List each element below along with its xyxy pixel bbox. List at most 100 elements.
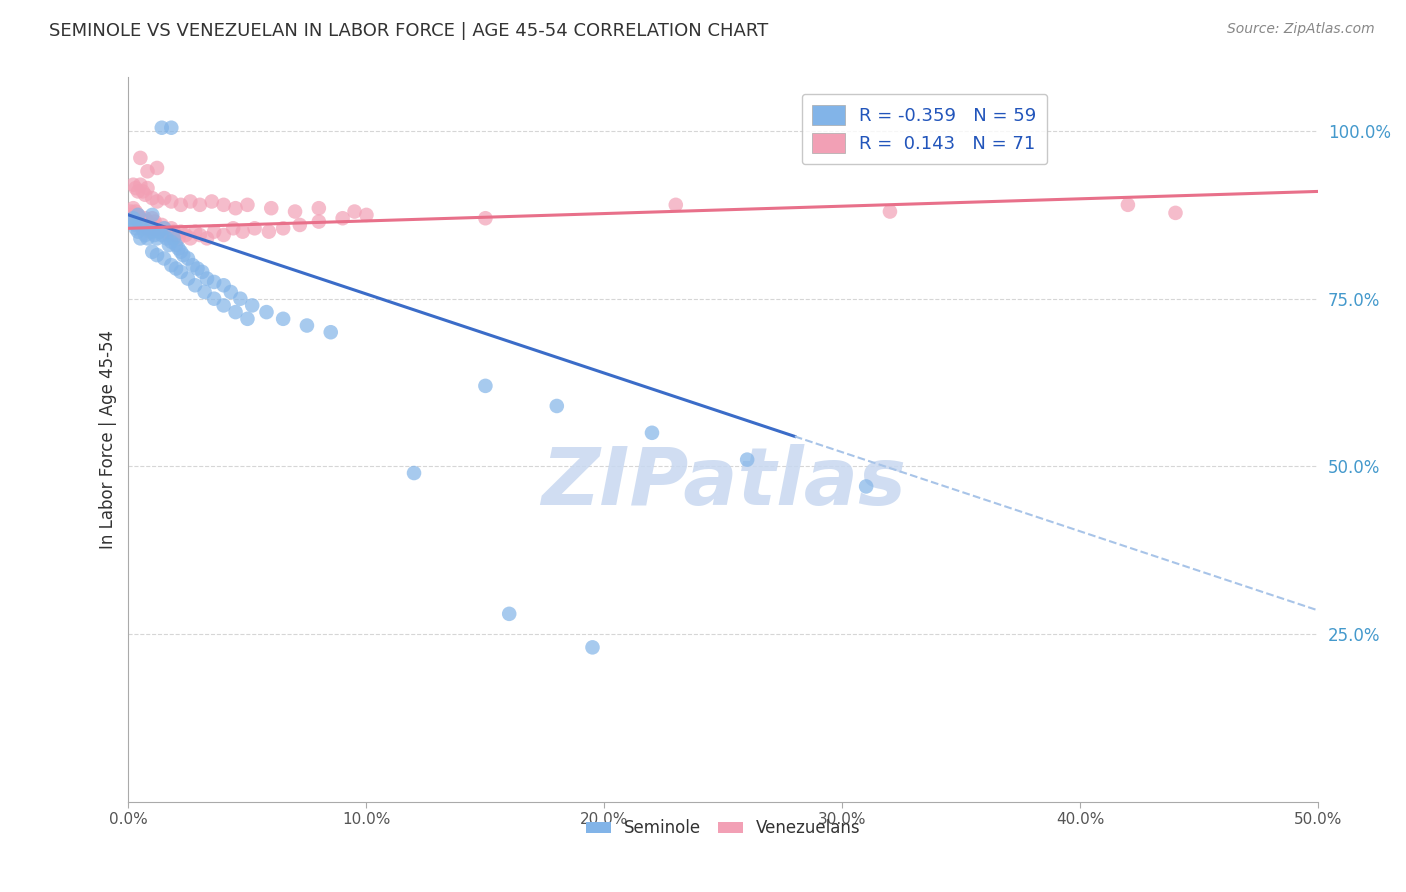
- Point: [146, 161, 169, 175]
- Point: [181, 258, 204, 272]
- Point: [229, 292, 252, 306]
- Point: [163, 225, 186, 239]
- Point: [150, 218, 173, 232]
- Point: [225, 201, 247, 215]
- Point: [260, 201, 283, 215]
- Point: [474, 379, 496, 393]
- Point: [141, 208, 163, 222]
- Point: [236, 198, 259, 212]
- Point: [172, 248, 194, 262]
- Point: [146, 248, 169, 262]
- Point: [165, 238, 187, 252]
- Point: [153, 221, 176, 235]
- Point: [127, 214, 149, 228]
- Point: [167, 241, 190, 255]
- Point: [146, 221, 169, 235]
- Point: [308, 201, 330, 215]
- Point: [402, 466, 425, 480]
- Point: [474, 211, 496, 226]
- Point: [188, 198, 211, 212]
- Point: [188, 227, 211, 242]
- Point: [141, 244, 163, 259]
- Point: [243, 221, 266, 235]
- Point: [124, 221, 146, 235]
- Point: [256, 305, 278, 319]
- Point: [184, 225, 207, 239]
- Point: [141, 221, 163, 235]
- Point: [546, 399, 568, 413]
- Point: [1116, 198, 1139, 212]
- Point: [160, 258, 183, 272]
- Point: [134, 227, 156, 242]
- Point: [163, 231, 186, 245]
- Point: [136, 231, 159, 245]
- Point: [124, 211, 146, 226]
- Point: [122, 201, 145, 215]
- Point: [212, 198, 235, 212]
- Point: [855, 479, 877, 493]
- Point: [134, 218, 156, 232]
- Point: [191, 265, 214, 279]
- Point: [177, 271, 200, 285]
- Point: [232, 225, 254, 239]
- Point: [122, 178, 145, 192]
- Point: [879, 204, 901, 219]
- Point: [271, 221, 294, 235]
- Point: [179, 194, 201, 209]
- Point: [288, 218, 311, 232]
- Point: [160, 235, 183, 249]
- Point: [141, 211, 163, 226]
- Point: [139, 221, 162, 235]
- Point: [143, 218, 166, 232]
- Point: [308, 214, 330, 228]
- Point: [202, 275, 225, 289]
- Point: [170, 225, 193, 239]
- Point: [219, 285, 242, 299]
- Point: [150, 227, 173, 242]
- Point: [201, 194, 224, 209]
- Point: [177, 252, 200, 266]
- Point: [170, 198, 193, 212]
- Point: [356, 208, 378, 222]
- Text: ZIPatlas: ZIPatlas: [541, 444, 905, 522]
- Point: [202, 225, 225, 239]
- Point: [165, 227, 187, 242]
- Point: [186, 261, 208, 276]
- Point: [143, 227, 166, 242]
- Point: [641, 425, 664, 440]
- Point: [129, 178, 152, 192]
- Point: [132, 185, 155, 199]
- Point: [184, 278, 207, 293]
- Point: [160, 221, 183, 235]
- Point: [160, 120, 183, 135]
- Point: [127, 208, 149, 222]
- Point: [134, 187, 156, 202]
- Point: [202, 292, 225, 306]
- Point: [148, 225, 170, 239]
- Point: [136, 181, 159, 195]
- Point: [170, 265, 193, 279]
- Point: [122, 208, 145, 222]
- Point: [129, 211, 152, 226]
- Point: [136, 164, 159, 178]
- Point: [127, 208, 149, 222]
- Point: [153, 221, 176, 235]
- Point: [148, 225, 170, 239]
- Point: [141, 225, 163, 239]
- Point: [150, 120, 173, 135]
- Point: [157, 227, 180, 242]
- Text: SEMINOLE VS VENEZUELAN IN LABOR FORCE | AGE 45-54 CORRELATION CHART: SEMINOLE VS VENEZUELAN IN LABOR FORCE | …: [49, 22, 769, 40]
- Point: [271, 311, 294, 326]
- Legend: Seminole, Venezuelans: Seminole, Venezuelans: [579, 813, 868, 844]
- Point: [129, 231, 152, 245]
- Point: [129, 218, 152, 232]
- Point: [136, 221, 159, 235]
- Point: [143, 214, 166, 228]
- Point: [581, 640, 603, 655]
- Point: [157, 238, 180, 252]
- Point: [146, 194, 169, 209]
- Point: [129, 151, 152, 165]
- Point: [236, 311, 259, 326]
- Point: [136, 214, 159, 228]
- Point: [139, 225, 162, 239]
